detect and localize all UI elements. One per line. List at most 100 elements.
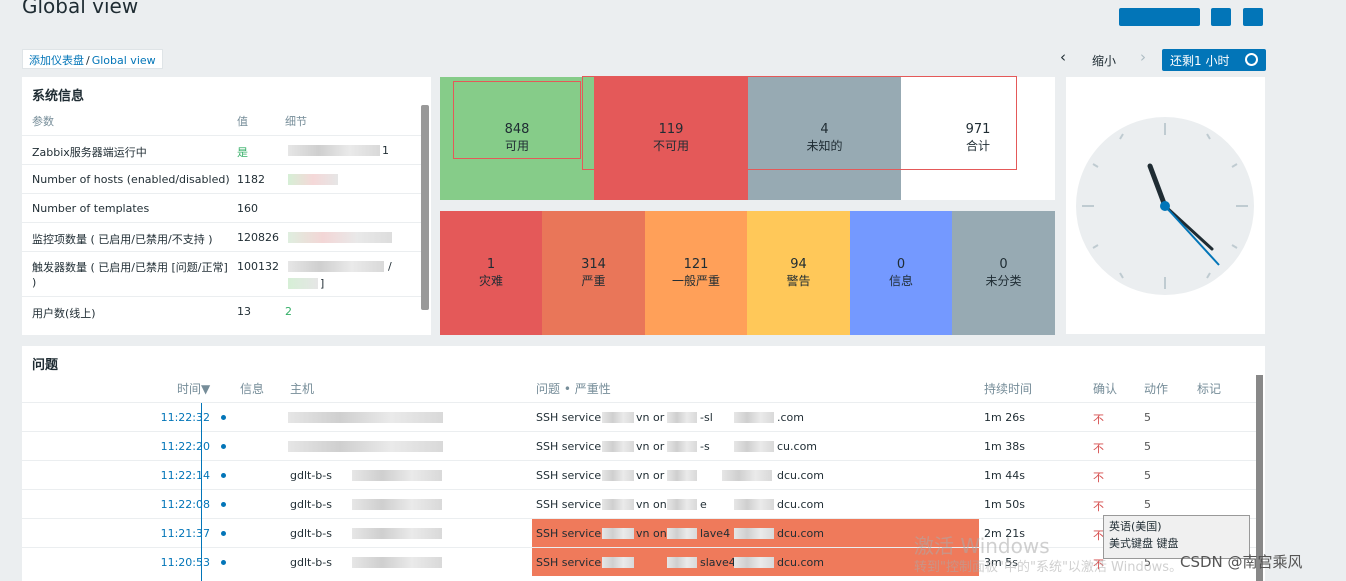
redacted-text [667, 470, 697, 481]
breadcrumb-separator: / [86, 54, 90, 67]
problem-link[interactable]: SSH service [536, 527, 602, 540]
redacted-text [734, 441, 774, 452]
severity-not-classified-cell[interactable]: 0 未分类 [952, 211, 1055, 335]
host-link[interactable]: gdlt-b-s [290, 498, 332, 511]
annotation-box [453, 81, 581, 159]
problem-text-part: dcu.com [777, 527, 824, 540]
problem-text-part: -s [700, 440, 710, 453]
problem-time-link[interactable]: 11:22:14 [160, 469, 210, 482]
widget-title: 系统信息 [32, 89, 85, 104]
problem-time-link[interactable]: 11:22:20 [160, 440, 210, 453]
severity-high-cell[interactable]: 314 严重 [542, 211, 645, 335]
redacted-text [667, 441, 697, 452]
available-hosts-cell[interactable]: 848 可用 [440, 77, 594, 200]
problem-text-part: vn on c [636, 527, 677, 540]
problem-text-part: vn or [636, 411, 665, 424]
duration-text: 1m 44s [984, 469, 1025, 482]
unknown-hosts-cell[interactable]: 4 未知的 [748, 77, 901, 200]
redacted-text [734, 412, 774, 423]
problem-link[interactable]: SSH service [536, 556, 602, 569]
header-tags: 标记 [1197, 382, 1222, 396]
fullscreen-button[interactable] [1243, 8, 1263, 26]
table-row: 监控项数量 ( 已启用/已禁用/不支持 ) 120826 [22, 222, 422, 251]
page-title: Global view [22, 0, 139, 18]
redacted-text [602, 441, 634, 452]
duration-text: 3m 5s [984, 556, 1018, 569]
widget-title: 问题 [32, 358, 59, 373]
actions-icon[interactable]: 5 [1144, 440, 1151, 453]
problems-scrollbar[interactable] [1256, 375, 1263, 581]
acknowledge-link[interactable]: 不 [1093, 471, 1104, 484]
header-duration: 持续时间 [984, 382, 1033, 396]
table-row: 11:22:08 gdlt-b-s SSH service vn on e dcu.com… [22, 489, 1257, 518]
redacted-text [352, 470, 442, 481]
header-details: 细节 [285, 115, 307, 128]
problem-time-link[interactable]: 11:22:08 [160, 498, 210, 511]
actions-icon[interactable]: 5 [1144, 498, 1151, 511]
header-time[interactable]: 时间▼ [177, 382, 211, 396]
sysinfo-scrollbar[interactable] [421, 105, 429, 310]
breadcrumb-current-link[interactable]: Global view [91, 54, 156, 67]
actions-icon[interactable]: 5 [1144, 556, 1151, 569]
ime-language-popup: 英语(美国) 美式键盘 键盘 [1103, 515, 1250, 559]
table-row: 11:22:20 SSH service i vn or -s cu.com 1m 38s… [22, 431, 1257, 460]
redacted-text [734, 528, 774, 539]
severity-warning-cell[interactable]: 94 警告 [747, 211, 850, 335]
menu-button[interactable] [1211, 8, 1231, 26]
table-row: Zabbix服务器端运行中 是 1 [22, 135, 422, 164]
severity-disaster-cell[interactable]: 1 灾难 [440, 211, 542, 335]
acknowledge-link[interactable]: 不 [1093, 413, 1104, 426]
severity-average-cell[interactable]: 121 一般严重 [645, 211, 747, 335]
problem-time-link[interactable]: 11:22:32 [160, 411, 210, 424]
actions-icon[interactable]: 5 [1144, 411, 1151, 424]
breadcrumb-parent-link[interactable]: 添加仪表盘 [29, 54, 84, 67]
problem-link[interactable]: SSH service [536, 411, 602, 424]
redacted-text [288, 441, 443, 452]
table-row: Number of templates 160 [22, 193, 422, 222]
host-link[interactable]: gdlt-b-s [290, 527, 332, 540]
actions-icon[interactable]: 5 [1144, 469, 1151, 482]
severity-information-cell[interactable]: 0 信息 [850, 211, 952, 335]
time-period-button[interactable]: 还剩1 小时 [1162, 49, 1266, 71]
edit-dashboard-button[interactable] [1119, 8, 1200, 26]
clock-icon [1245, 53, 1258, 66]
acknowledge-link[interactable]: 不 [1093, 500, 1104, 513]
total-hosts-cell[interactable]: 971 合计 [901, 77, 1055, 200]
redacted-text [352, 499, 442, 510]
redacted-text [667, 412, 697, 423]
redacted-text [667, 557, 697, 568]
duration-text: 1m 38s [984, 440, 1025, 453]
table-row: 触发器数量 ( 已启用/已禁用 [问题/正常] ) 100132 / ] [22, 251, 422, 303]
problem-link[interactable]: SSH service i [536, 440, 608, 453]
host-link[interactable]: gdlt-b-s [290, 556, 332, 569]
header-value: 值 [237, 115, 248, 128]
unavailable-hosts-cell[interactable]: 119 不可用 [594, 77, 748, 200]
acknowledge-link[interactable]: 不 [1093, 442, 1104, 455]
problem-link[interactable]: SSH service i [536, 469, 608, 482]
prev-period-icon[interactable]: ‹ [1060, 48, 1066, 66]
duration-text: 2m 21s [984, 527, 1025, 540]
header-actions: 动作 [1144, 382, 1169, 396]
annotation-box [582, 76, 1017, 170]
problem-text-part: -sl [700, 411, 713, 424]
redacted-text [288, 412, 443, 423]
timeline-dot-icon [221, 560, 226, 565]
duration-text: 1m 26s [984, 411, 1025, 424]
redacted-text [667, 499, 697, 510]
problem-text-part: dcu.com [777, 469, 824, 482]
problem-text-part: ​.com [777, 411, 804, 424]
problem-text-part: e [700, 498, 707, 511]
problem-link[interactable]: SSH service [536, 498, 602, 511]
problem-text-part: slave4 [700, 556, 736, 569]
acknowledge-link[interactable]: 不 [1093, 558, 1104, 571]
problems-by-severity-widget: 1 灾难 314 严重 121 一般严重 94 警告 0 信息 0 未分类 [440, 211, 1055, 335]
problem-time-link[interactable]: 11:21:37 [160, 527, 210, 540]
redacted-text [602, 557, 634, 568]
host-link[interactable]: gdlt-b-s [290, 469, 332, 482]
problem-text-part: vn or [636, 469, 665, 482]
redacted-text [722, 470, 772, 481]
problem-time-link[interactable]: 11:20:53 [160, 556, 210, 569]
zoom-out-button[interactable]: 缩小 [1092, 54, 1117, 68]
acknowledge-link[interactable]: 不 [1093, 529, 1104, 542]
problem-text-part: dcu.com [777, 498, 824, 511]
